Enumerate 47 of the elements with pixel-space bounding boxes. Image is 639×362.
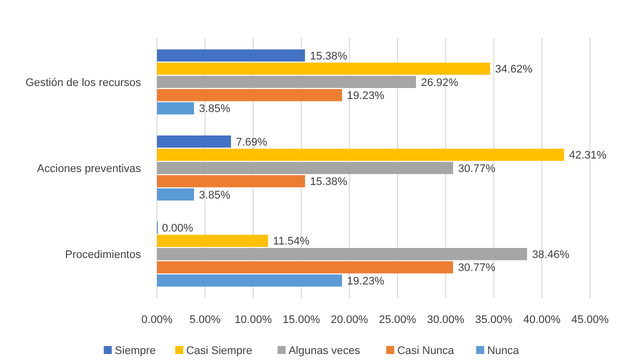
data-label: 30.77%: [458, 162, 496, 175]
bar: [157, 248, 528, 260]
data-label: 19.23%: [347, 90, 385, 102]
data-label: 15.38%: [310, 176, 348, 188]
data-label: 26.92%: [421, 76, 459, 89]
data-label: 38.46%: [532, 248, 570, 261]
bar: [157, 135, 231, 148]
x-tick-label: 30.00%: [427, 314, 465, 326]
legend-label: Nunca: [487, 344, 520, 357]
x-tick-label: 5.00%: [190, 314, 221, 326]
legend-label: Casi Siempre: [186, 344, 252, 357]
bar: [157, 175, 305, 188]
y-tick-label: Acciones preventivas: [37, 162, 142, 175]
bar: [157, 76, 416, 88]
x-tick-label: 20.00%: [330, 314, 368, 326]
legend-label: Algunas veces: [288, 344, 361, 357]
bar: [157, 148, 564, 161]
data-label: 34.62%: [495, 64, 533, 76]
data-label: 19.23%: [347, 275, 385, 288]
bar: [157, 102, 194, 114]
y-tick-label: Gestión de los recursos: [25, 76, 142, 89]
bar: [157, 274, 342, 287]
bar: [157, 234, 268, 247]
data-label: 3.85%: [199, 103, 230, 116]
data-label: 11.54%: [273, 236, 310, 248]
x-tick-label: 35.00%: [475, 314, 513, 326]
bar: [157, 188, 194, 201]
x-tick-label: 40.00%: [523, 314, 561, 326]
data-label: 15.38%: [310, 50, 348, 62]
x-tick-label: 10.00%: [234, 314, 272, 326]
bar: [157, 261, 454, 274]
data-label: 42.31%: [569, 150, 607, 162]
legend-label: Casi Nunca: [397, 344, 455, 357]
legend-label: Siempre: [114, 344, 156, 357]
x-tick-label: 25.00%: [378, 314, 416, 326]
data-label: 0.00%: [162, 222, 194, 235]
data-label: 3.85%: [199, 189, 230, 202]
bar: [157, 49, 305, 62]
bar: [157, 162, 454, 174]
bar: [157, 62, 490, 75]
data-label: 30.77%: [458, 262, 496, 274]
bar: [157, 89, 342, 102]
x-tick-label: 15.00%: [282, 314, 320, 326]
x-tick-label: 0.00%: [141, 314, 173, 326]
data-label: 7.69%: [236, 136, 268, 148]
x-tick-label: 45.00%: [571, 314, 609, 326]
y-tick-label: Procedimientos: [65, 248, 142, 261]
